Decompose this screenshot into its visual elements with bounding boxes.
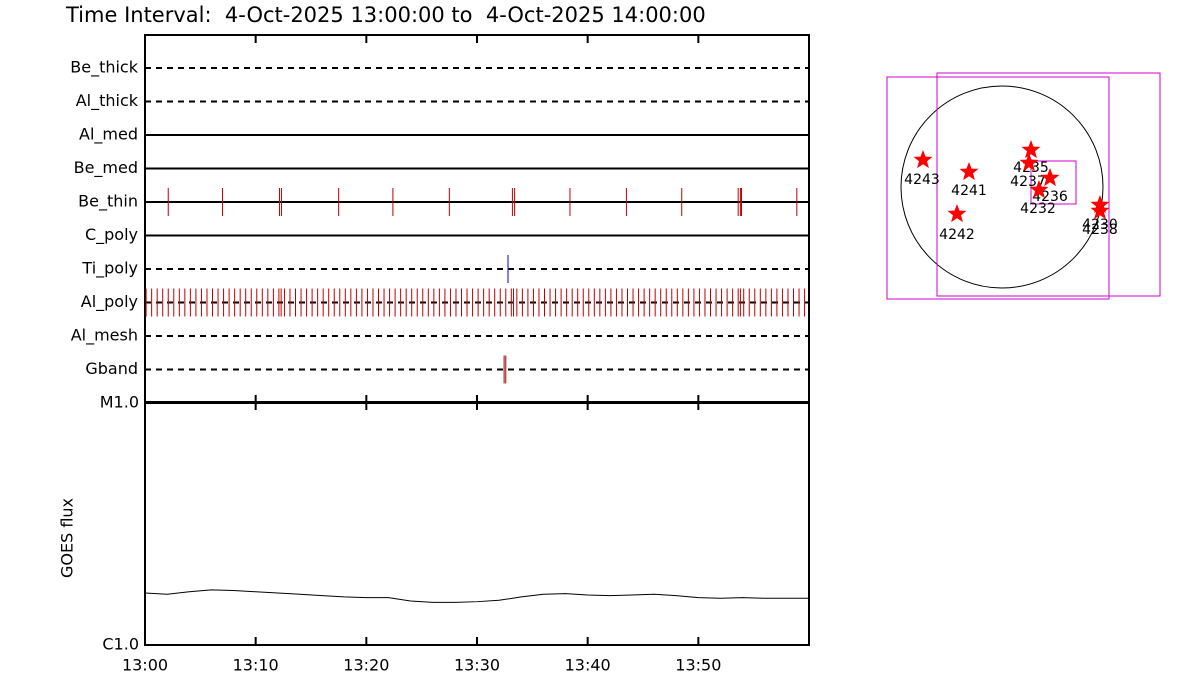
goes-curve (144, 589, 809, 603)
row-label: Gband (85, 359, 138, 378)
region-label: 4243 (904, 172, 940, 188)
y-tick-label: M1.0 (100, 393, 139, 412)
region-label: 4242 (939, 227, 975, 243)
y-axis-title: GOES flux (58, 498, 77, 578)
y-tick-label: C1.0 (102, 635, 139, 654)
region-star (913, 150, 933, 169)
region-star (947, 204, 967, 223)
row-label: Be_thin (78, 192, 138, 212)
x-tick-label: 13:40 (565, 656, 611, 675)
x-tick-label: 13:20 (343, 656, 389, 675)
row-label: Ti_poly (81, 259, 138, 279)
solar-disk (900, 85, 1104, 289)
region-label: 4238 (1082, 222, 1118, 238)
x-tick-label: 13:30 (454, 656, 500, 675)
region-label: 4241 (951, 183, 987, 199)
x-tick-label: 13:10 (233, 656, 279, 675)
region-label: 4230 (1082, 217, 1118, 233)
x-tick-label: 13:00 (122, 656, 168, 675)
region-star (1090, 201, 1110, 220)
fov-box (1030, 160, 1077, 205)
row-label: Al_med (79, 125, 138, 145)
fov-box (886, 76, 1110, 300)
timeline-frame (144, 34, 810, 403)
region-label: 4232 (1020, 201, 1056, 217)
row-label: Al_poly (81, 292, 138, 312)
row-label: Be_med (74, 158, 138, 178)
region-star (1040, 168, 1060, 187)
goes-frame (144, 402, 810, 646)
row-label: Be_thick (70, 58, 138, 78)
chart-title: Time Interval: 4-Oct-2025 13:00:00 to 4-… (65, 3, 706, 27)
fov-box (936, 72, 1161, 297)
region-star (959, 162, 979, 181)
row-label: Al_mesh (71, 326, 138, 346)
region-star (1021, 140, 1041, 159)
region-star (1029, 180, 1049, 199)
row-label: C_poly (85, 225, 138, 245)
x-tick-label: 13:50 (675, 656, 721, 675)
region-star (1019, 153, 1039, 172)
row-label: Al_thick (76, 91, 139, 111)
